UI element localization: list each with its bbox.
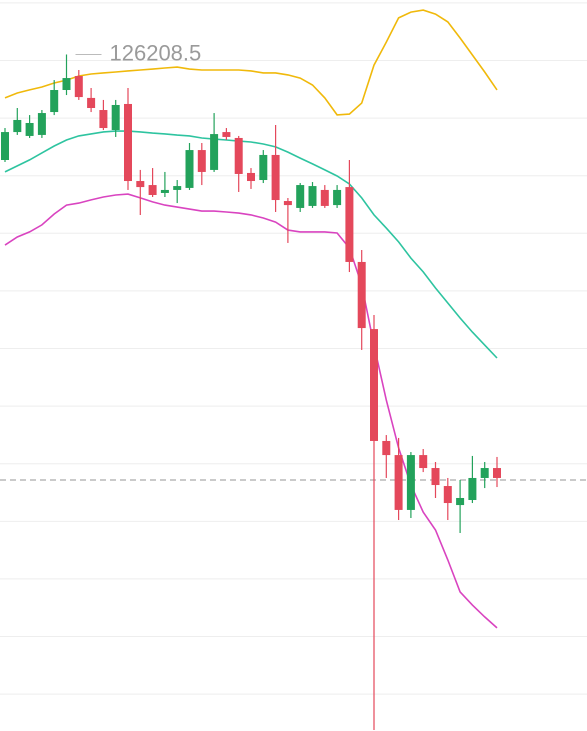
candle-body <box>431 468 440 486</box>
candle-body <box>25 122 34 136</box>
candle-body <box>247 172 255 182</box>
candle-body <box>99 110 108 129</box>
candle-body <box>259 154 268 181</box>
candle-body <box>185 150 194 188</box>
candle-body <box>370 329 378 441</box>
candle-body <box>443 486 452 504</box>
max-label: 126208.5 <box>110 40 202 65</box>
candle-body <box>308 186 317 206</box>
band-line <box>4 193 498 629</box>
candle-body <box>296 185 305 208</box>
candle-body <box>271 154 280 201</box>
candle-body <box>13 119 22 133</box>
candle-body <box>124 103 132 182</box>
candle-body <box>345 187 354 262</box>
candle-body <box>283 201 292 206</box>
candle-body <box>1 132 9 160</box>
candle-body <box>62 78 71 91</box>
candle-body <box>50 90 59 113</box>
candle-body <box>136 181 145 188</box>
candle-body <box>234 137 243 174</box>
candle-body <box>173 186 182 190</box>
band-line <box>4 9 498 116</box>
candle-body <box>419 455 428 469</box>
candle-body <box>480 468 489 478</box>
candle-body <box>493 468 501 478</box>
candle-body <box>382 440 391 456</box>
candle-body <box>197 150 206 172</box>
candle-body <box>210 134 219 170</box>
candle-body <box>148 185 157 195</box>
candle-body <box>87 97 96 109</box>
band-line <box>4 130 498 359</box>
candle-body <box>160 189 169 193</box>
candle-body <box>37 113 46 135</box>
candle-body <box>74 76 83 98</box>
candle-body <box>394 455 403 510</box>
candle-body <box>456 497 465 506</box>
candle-body <box>222 132 231 137</box>
candle-body <box>333 189 342 206</box>
candle-body <box>468 477 477 501</box>
candle-body <box>406 455 415 510</box>
candle-body <box>320 189 329 206</box>
candle-body <box>111 104 120 131</box>
candle-body <box>357 261 366 329</box>
